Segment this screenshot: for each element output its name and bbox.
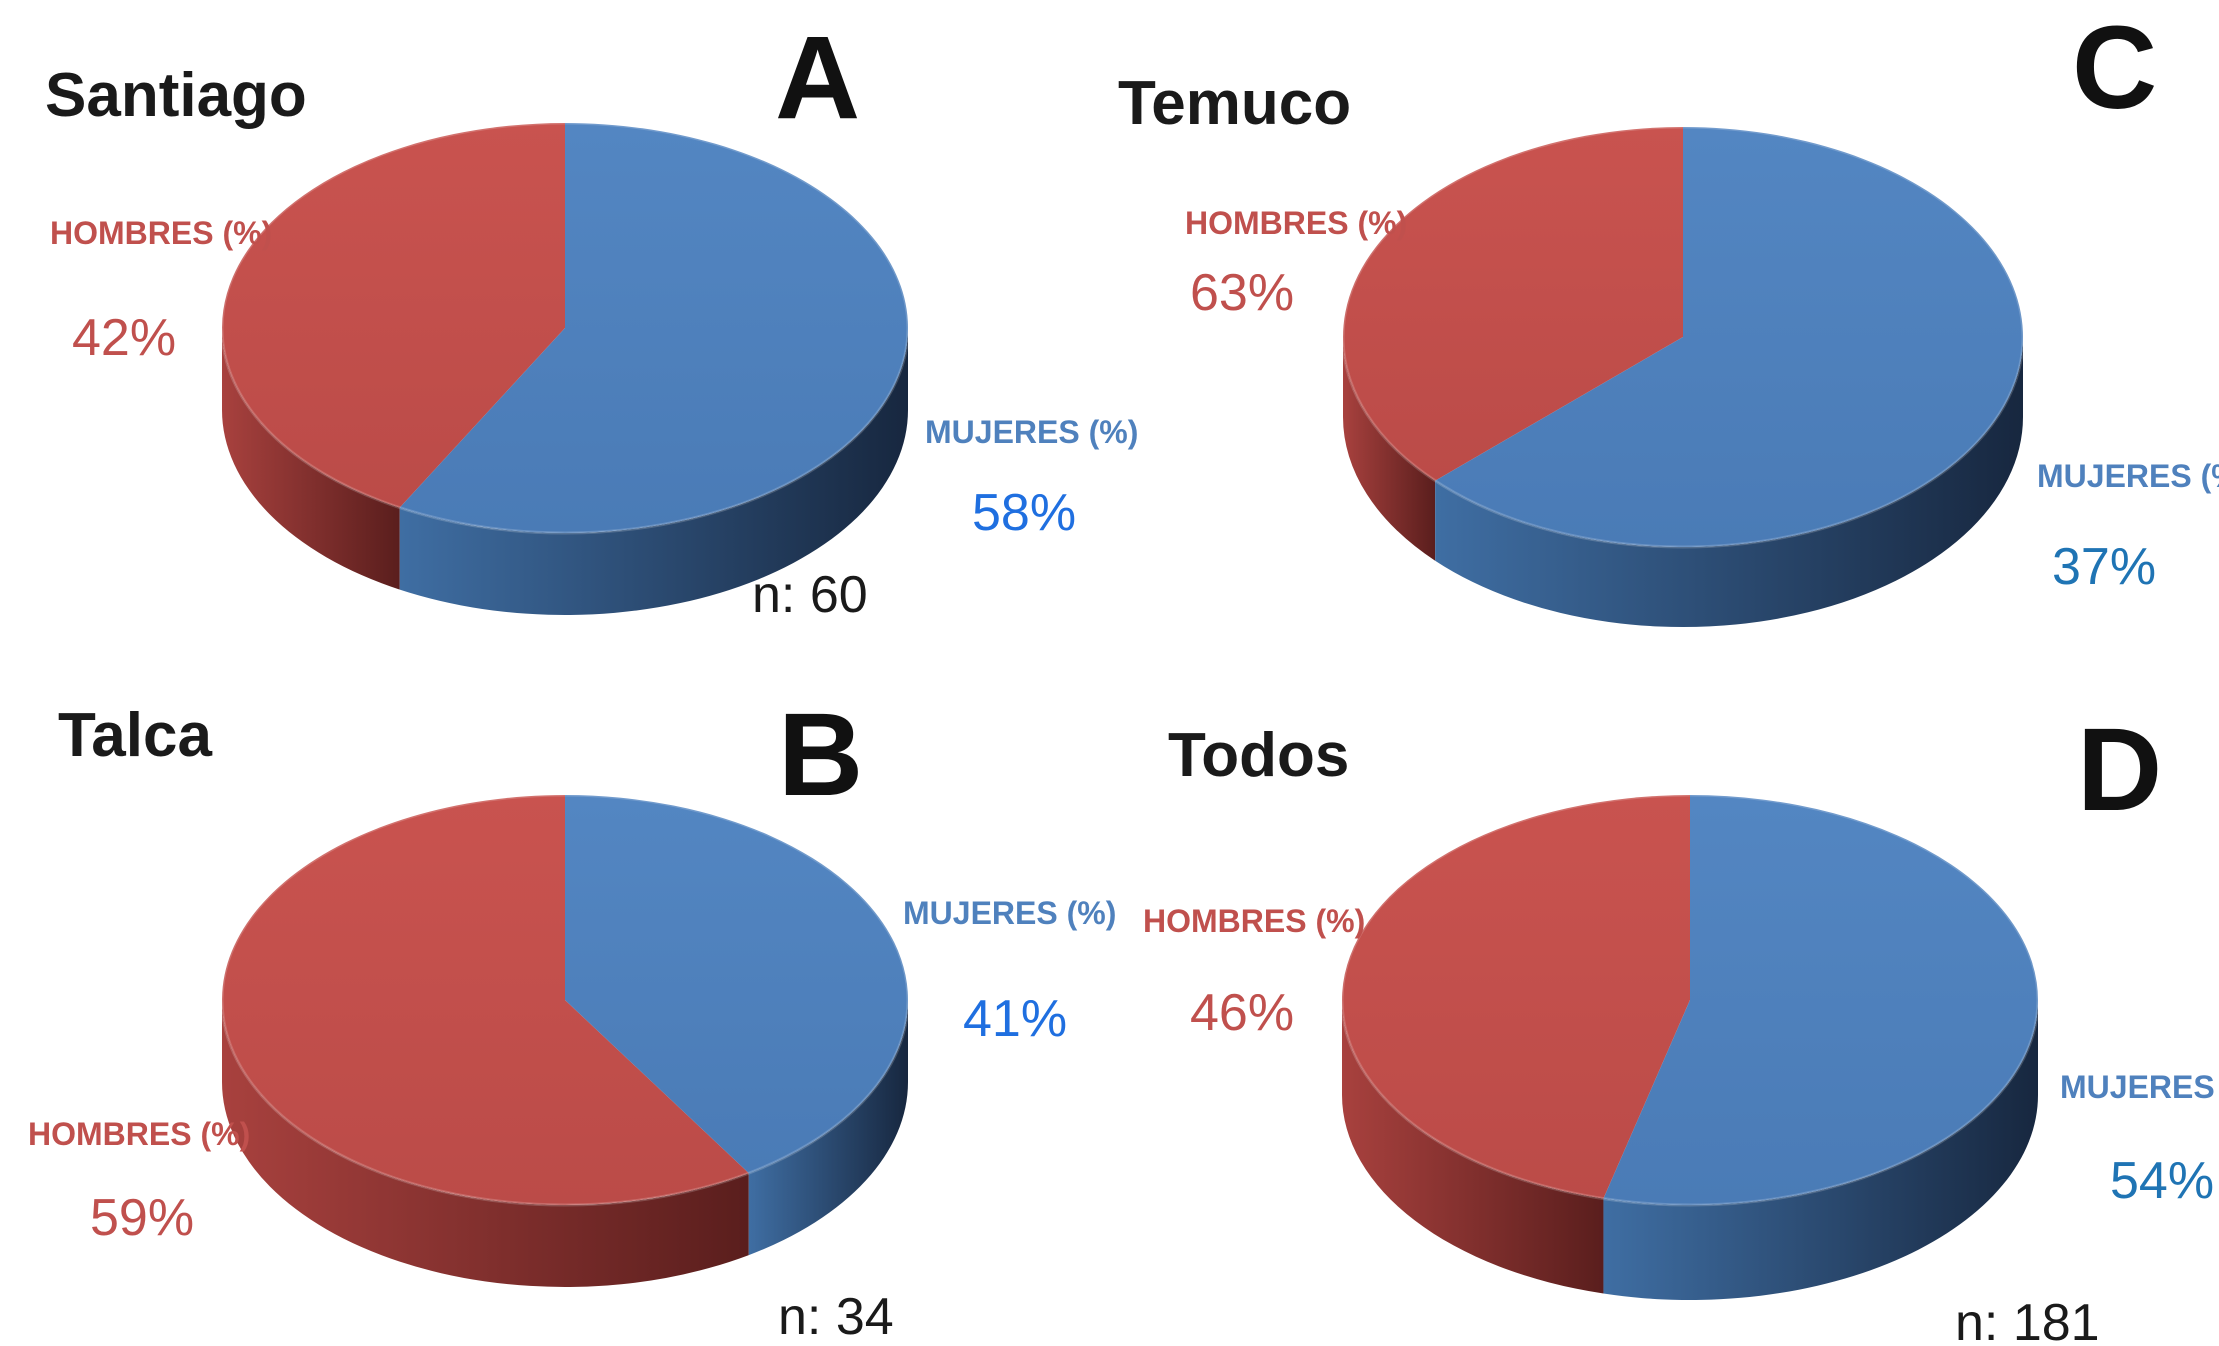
panel-b-letter: B [778, 689, 863, 821]
panel-b-hombres-value-label: 59% [90, 1189, 194, 1247]
panel-c-mujeres-slice [1435, 127, 2024, 547]
panel-d-n-label: n: 181 [1955, 1294, 2100, 1346]
panel-c-mujeres-value-label: 37% [2052, 538, 2156, 596]
panel-b-mujeres-value-label: 41% [963, 990, 1067, 1048]
panel-d-pie [1340, 793, 2040, 1300]
panel-c-pie-rim [1341, 125, 2025, 549]
panel-b-mujeres-slice-side [748, 1000, 908, 1256]
pie-panel-b: Talca B MUJERES (%) 41% HOMBRES (%) 59% … [28, 689, 1116, 1346]
panel-a-hombres-slice [222, 123, 565, 508]
panel-b-mujeres-label: MUJERES (%) [903, 895, 1116, 931]
panel-c-mujeres-slice-side [1435, 337, 2023, 627]
panel-a-pie [220, 121, 910, 615]
panel-b-mujeres-slice [565, 795, 909, 1174]
panel-d-mujeres-slice [1603, 795, 2039, 1205]
panel-c-hombres-label: HOMBRES (%) [1185, 205, 1407, 241]
panel-d-mujeres-label: MUJERES (%) [2060, 1069, 2219, 1105]
panel-d-hombres-slice-side [1342, 1000, 1604, 1294]
panel-a-hombres-value-label: 42% [72, 309, 176, 367]
panel-b-pie [220, 793, 910, 1288]
panel-b-hombres-label: HOMBRES (%) [28, 1116, 250, 1152]
panel-a-pie-rim [220, 121, 910, 535]
panel-d-pie-rim [1340, 793, 2040, 1207]
panel-d-hombres-label: HOMBRES (%) [1143, 903, 1365, 939]
panel-b-title: Talca [58, 701, 212, 770]
panel-b-pie-rim [220, 793, 910, 1207]
panel-d-title: Todos [1168, 721, 1349, 790]
panel-a-mujeres-slice [399, 123, 909, 533]
panel-c-hombres-value-label: 63% [1190, 264, 1294, 322]
panel-a-mujeres-slice-side [399, 328, 908, 615]
panel-c-pie [1341, 125, 2025, 627]
panel-d-letter: D [2077, 704, 2162, 836]
panel-a-letter: A [775, 12, 860, 144]
panel-b-n-label: n: 34 [778, 1288, 894, 1346]
panel-a-hombres-label: HOMBRES (%) [50, 215, 272, 251]
panel-d-hombres-value-label: 46% [1190, 984, 1294, 1042]
panel-d-mujeres-value-label: 54% [2110, 1152, 2214, 1210]
pie-panel-c: Temuco C HOMBRES (%) 63% MUJERES (%) 37% [1118, 2, 2219, 627]
panel-b-hombres-slice-side [222, 1000, 749, 1288]
panel-a-hombres-slice-side [222, 328, 400, 590]
panel-a-n-label: n: 60 [752, 566, 868, 624]
panel-c-hombres-slice-side [1343, 337, 1436, 561]
pie-panel-a: Santiago A HOMBRES (%) 42% MUJERES (%) 5… [45, 12, 1138, 624]
panel-b-hombres-slice [222, 795, 749, 1205]
panel-a-mujeres-value-label: 58% [972, 484, 1076, 542]
panel-c-letter: C [2072, 2, 2157, 134]
panel-c-hombres-slice [1343, 127, 1683, 481]
panel-a-mujeres-label: MUJERES (%) [925, 414, 1138, 450]
panel-a-title: Santiago [45, 61, 307, 130]
panel-c-title: Temuco [1118, 69, 1351, 138]
pie-panel-d: Todos D HOMBRES (%) 46% MUJERES (%) 54% … [1143, 704, 2219, 1346]
panel-d-mujeres-slice-side [1603, 1000, 2038, 1300]
panel-c-mujeres-label: MUJERES (%) [2037, 458, 2219, 494]
panel-d-hombres-slice [1342, 795, 1690, 1199]
